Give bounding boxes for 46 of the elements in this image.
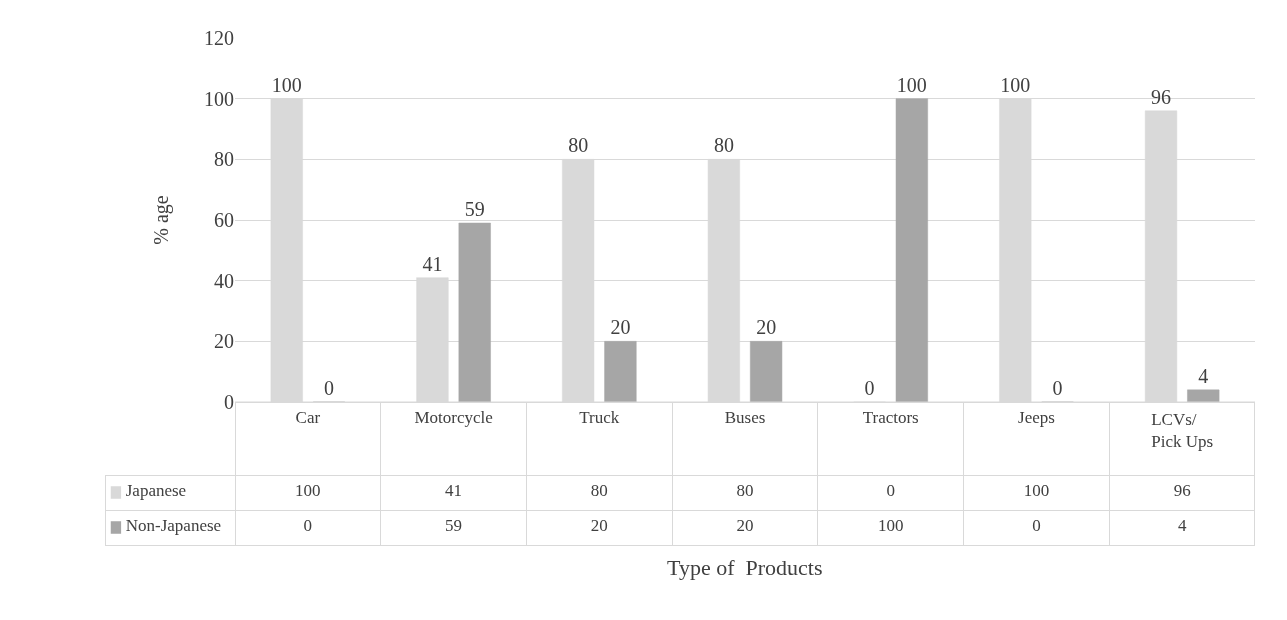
data-label: 80 — [736, 480, 754, 500]
data-label: 0 — [303, 515, 313, 535]
text: 0 — [1052, 377, 1063, 399]
text: 96 — [1151, 85, 1172, 108]
x-tick-label: LCVs/ Pick Ups — [1151, 410, 1214, 452]
text: 100 — [1000, 73, 1031, 96]
data-label: 100 — [877, 515, 904, 535]
x-axis-title: Type of Products — [667, 555, 823, 580]
text: 20 — [756, 316, 777, 339]
data-label: 100 — [1023, 480, 1050, 500]
y-axis-title: % age — [149, 195, 173, 245]
text: 100 — [896, 73, 927, 96]
text: 4 — [1198, 364, 1209, 387]
data-label: 0 — [1032, 515, 1041, 535]
text: 100 — [271, 73, 302, 96]
data-label: 0 — [886, 480, 895, 500]
data-label: 59 — [445, 515, 463, 535]
x-tick-label: Car — [295, 407, 321, 427]
y-tick-label: 120 — [204, 27, 234, 49]
text: 80 — [713, 134, 734, 157]
x-tick-label: Truck — [579, 407, 620, 427]
text: 0 — [323, 377, 334, 399]
data-label: 20 — [736, 515, 754, 535]
y-tick-label: 100 — [204, 87, 234, 110]
y-tick-label: 40 — [214, 269, 234, 292]
text: 41 — [422, 252, 443, 275]
text: 80 — [568, 134, 589, 157]
y-tick-label: 60 — [214, 209, 234, 231]
text: 59 — [464, 198, 485, 221]
y-tick-label: 80 — [214, 148, 234, 171]
data-label: 20 — [590, 515, 608, 535]
x-tick-label: Motorcycle — [414, 407, 493, 427]
text: 0 — [864, 377, 875, 399]
y-tick-label: 0 — [224, 391, 234, 413]
text: 20 — [610, 316, 631, 339]
x-tick-label: Tractors — [862, 407, 919, 427]
data-label: 96 — [1173, 480, 1191, 500]
y-tick-label: 20 — [214, 330, 234, 353]
legend-label: Non-Japanese — [113, 515, 222, 535]
legend-label: Japanese — [113, 480, 187, 500]
data-label: 41 — [445, 480, 463, 500]
data-label: 4 — [1177, 515, 1187, 535]
x-tick-label: Jeeps — [1018, 407, 1055, 427]
x-tick-label: Buses — [724, 407, 766, 427]
data-label: 100 — [295, 480, 321, 500]
data-label: 80 — [590, 480, 608, 500]
